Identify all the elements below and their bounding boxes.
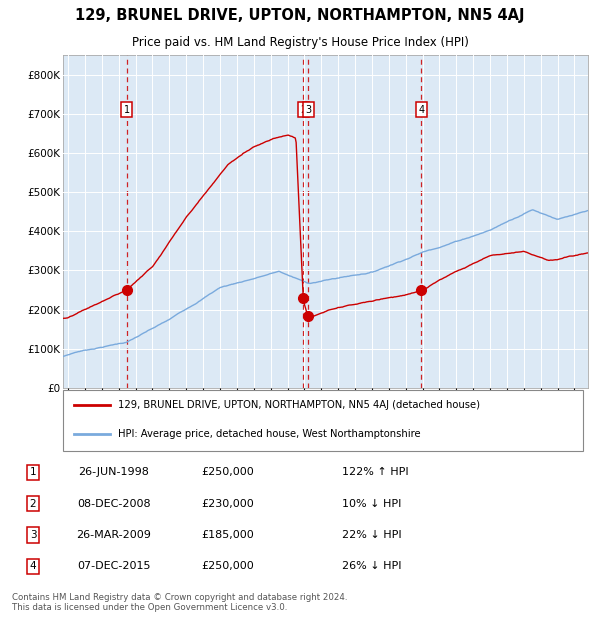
Text: 07-DEC-2015: 07-DEC-2015: [77, 561, 151, 571]
Text: 1: 1: [124, 105, 130, 115]
Text: 10% ↓ HPI: 10% ↓ HPI: [342, 498, 401, 508]
Text: Contains HM Land Registry data © Crown copyright and database right 2024.
This d: Contains HM Land Registry data © Crown c…: [12, 593, 347, 612]
Text: 2: 2: [300, 105, 307, 115]
Text: 22% ↓ HPI: 22% ↓ HPI: [342, 530, 401, 540]
Text: 3: 3: [29, 530, 37, 540]
Text: £250,000: £250,000: [202, 561, 254, 571]
Text: 4: 4: [29, 561, 37, 571]
Text: £230,000: £230,000: [202, 498, 254, 508]
FancyBboxPatch shape: [63, 390, 583, 451]
Text: £250,000: £250,000: [202, 467, 254, 477]
Text: HPI: Average price, detached house, West Northamptonshire: HPI: Average price, detached house, West…: [118, 429, 421, 439]
Text: 2: 2: [29, 498, 37, 508]
Text: 1: 1: [29, 467, 37, 477]
Text: 26-JUN-1998: 26-JUN-1998: [79, 467, 149, 477]
Text: 26% ↓ HPI: 26% ↓ HPI: [342, 561, 401, 571]
Text: 3: 3: [305, 105, 311, 115]
Text: 4: 4: [418, 105, 424, 115]
Text: 129, BRUNEL DRIVE, UPTON, NORTHAMPTON, NN5 4AJ (detached house): 129, BRUNEL DRIVE, UPTON, NORTHAMPTON, N…: [118, 401, 480, 410]
Text: 129, BRUNEL DRIVE, UPTON, NORTHAMPTON, NN5 4AJ: 129, BRUNEL DRIVE, UPTON, NORTHAMPTON, N…: [75, 8, 525, 23]
Text: £185,000: £185,000: [202, 530, 254, 540]
Text: 26-MAR-2009: 26-MAR-2009: [77, 530, 151, 540]
Text: Price paid vs. HM Land Registry's House Price Index (HPI): Price paid vs. HM Land Registry's House …: [131, 37, 469, 50]
Text: 08-DEC-2008: 08-DEC-2008: [77, 498, 151, 508]
Text: 122% ↑ HPI: 122% ↑ HPI: [342, 467, 409, 477]
